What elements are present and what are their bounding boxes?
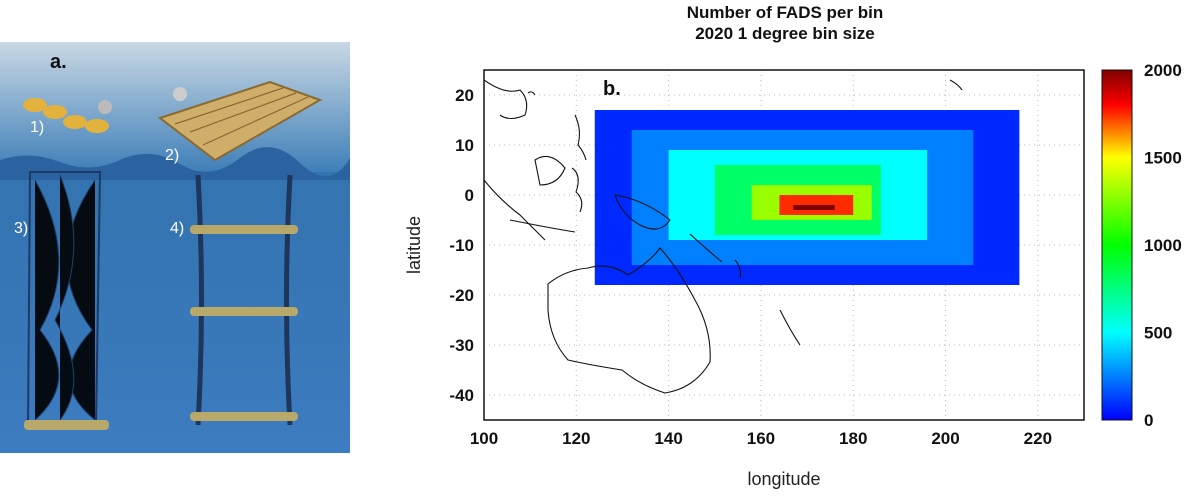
net-mesh — [34, 174, 96, 421]
new-guinea-coastline — [614, 194, 671, 230]
y-axis-label: latitude — [404, 216, 424, 274]
y-tick-label: 10 — [455, 136, 474, 155]
y-tick-label: -20 — [449, 286, 474, 305]
new-zealand-coastline — [779, 309, 801, 346]
y-tick-labels: 20 10 0 -10 -20 -30 -40 — [449, 86, 474, 405]
y-tick-label: -40 — [449, 386, 474, 405]
raft-lines — [174, 87, 309, 146]
philippines-coastline — [574, 114, 587, 161]
borneo-coastline — [534, 155, 566, 186]
y-tick-label: 20 — [455, 86, 474, 105]
coastlines — [484, 79, 963, 394]
x-tick-label: 200 — [931, 429, 959, 448]
y-tick-label: -30 — [449, 336, 474, 355]
asia-coastline — [484, 79, 528, 120]
ladder-ropes — [195, 174, 293, 426]
colorbar-tick-label: 0 — [1144, 411, 1153, 430]
item-3-label: 3) — [14, 220, 28, 237]
sumatra-coastline — [484, 179, 546, 241]
ladder-rungs — [190, 225, 298, 421]
y-tick-label: -10 — [449, 236, 474, 255]
fad-illustration-drawing: a. 1) 2) 3) 4) — [0, 42, 350, 454]
sulawesi-coastline — [571, 167, 583, 213]
x-tick-label: 120 — [562, 429, 590, 448]
java-coastline — [509, 219, 576, 233]
taiwan-coastline — [527, 91, 536, 96]
satellite-buoy-2 — [173, 87, 187, 101]
heatmap-cells — [594, 110, 1020, 285]
fad-illustration: a. 1) 2) 3) 4) — [0, 0, 350, 454]
floating-buoys — [23, 98, 109, 133]
colorbar-tick-labels: 2000 1500 1000 500 0 — [1144, 61, 1182, 430]
item-4-label: 4) — [170, 220, 184, 237]
chart-title: Number of FADS per bin — [686, 3, 884, 22]
x-tick-label: 100 — [470, 429, 498, 448]
x-tick-label: 220 — [1024, 429, 1052, 448]
net-weight-bar — [24, 420, 109, 430]
x-axis-label: longitude — [747, 469, 820, 489]
y-tick-label: 0 — [465, 186, 474, 205]
panel-b-label: b. — [603, 78, 621, 100]
vanuatu-coastline — [734, 259, 741, 279]
colorbar — [1101, 69, 1133, 421]
colorbar-tick-label: 500 — [1144, 324, 1172, 343]
item-1-label: 1) — [30, 119, 44, 136]
x-tick-labels: 100 120 140 160 180 200 220 — [470, 429, 1052, 448]
satellite-buoy-1 — [98, 100, 112, 114]
bamboo-raft — [157, 80, 323, 162]
colorbar-tick-label: 1500 — [1144, 149, 1182, 168]
fad-heatmap-chart: Number of FADS per bin 2020 1 degree bin… — [360, 0, 1200, 493]
colorbar-tick-label: 2000 — [1144, 61, 1182, 80]
x-tick-label: 140 — [654, 429, 682, 448]
panel-a-label: a. — [50, 51, 67, 73]
solomon-islands-coastline — [689, 233, 723, 263]
heatmap-region — [793, 205, 835, 210]
colorbar-tick-label: 1000 — [1144, 236, 1182, 255]
chart-subtitle: 2020 1 degree bin size — [695, 24, 875, 43]
x-tick-label: 160 — [747, 429, 775, 448]
plot-frame — [483, 69, 1085, 421]
australia-coastline — [547, 247, 711, 394]
item-2-label: 2) — [165, 147, 179, 164]
x-tick-label: 180 — [839, 429, 867, 448]
heatmap-svg: 100 120 140 160 180 200 220 20100-10-20-30-40 … — [404, 61, 1182, 489]
small-island-coastline — [949, 79, 963, 91]
